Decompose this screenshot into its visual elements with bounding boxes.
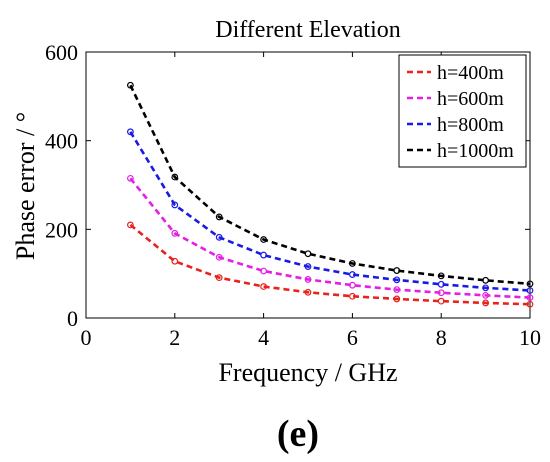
- y-axis-label: Phase error / °: [11, 112, 40, 260]
- data-point-h-1000m: [482, 276, 490, 284]
- plot-area: [85, 51, 531, 319]
- series-lines: [126, 81, 534, 308]
- series-line-h-1000m: [129, 84, 531, 286]
- data-point-h-600m: [437, 289, 445, 297]
- data-point-h-400m: [526, 300, 534, 308]
- data-point-h-1000m: [215, 213, 223, 221]
- data-point-h-1000m: [393, 267, 401, 274]
- data-point-h-800m: [437, 280, 445, 288]
- data-point-h-600m: [215, 253, 223, 261]
- chart-title: Different Elevation: [215, 17, 400, 43]
- legend-label: h=400m: [437, 62, 504, 84]
- legend-label: h=600m: [437, 88, 504, 110]
- plot-frame: [85, 51, 531, 319]
- x-tick-label: 4: [258, 325, 269, 350]
- data-point-h-600m: [260, 267, 268, 275]
- y-axis: 0 200 400 600: [45, 40, 530, 331]
- data-point-h-1000m: [126, 81, 134, 89]
- legend: h=400m h=600m h=800m h=1000m: [398, 54, 527, 168]
- data-point-h-800m: [349, 271, 356, 278]
- data-point-h-400m: [171, 257, 179, 265]
- data-point-h-400m: [304, 288, 312, 296]
- x-tick-label: 6: [347, 325, 358, 350]
- data-point-h-600m: [349, 281, 356, 289]
- data-point-h-400m: [482, 299, 490, 307]
- data-point-h-1000m: [171, 173, 179, 181]
- data-point-h-1000m: [526, 280, 534, 288]
- y-tick-label: 600: [45, 40, 78, 65]
- x-tick-label: 2: [169, 325, 180, 350]
- data-point-h-600m: [304, 276, 312, 283]
- data-point-h-800m: [260, 251, 268, 259]
- data-point-h-600m: [393, 286, 401, 294]
- y-tick-label: 400: [45, 129, 78, 154]
- data-point-h-1000m: [260, 236, 268, 243]
- legend-box: [398, 54, 527, 168]
- data-point-h-1000m: [304, 250, 312, 258]
- y-tick-label: 0: [67, 306, 78, 331]
- legend-label: h=800m: [437, 114, 504, 136]
- data-point-h-600m: [526, 294, 534, 302]
- x-tick-label: 10: [519, 325, 541, 350]
- series-line-h-800m: [129, 131, 531, 292]
- data-point-h-800m: [393, 276, 401, 284]
- data-point-h-400m: [215, 274, 223, 282]
- data-point-h-400m: [437, 297, 445, 305]
- data-point-h-1000m: [437, 272, 445, 280]
- data-point-h-400m: [126, 221, 134, 229]
- x-tick-label: 8: [436, 325, 447, 350]
- data-point-h-800m: [126, 128, 134, 136]
- x-tick-label: 0: [81, 325, 92, 350]
- data-point-h-600m: [171, 229, 179, 237]
- data-point-h-400m: [260, 283, 268, 290]
- y-tick-label: 200: [45, 217, 78, 242]
- series-line-h-400m: [129, 223, 531, 306]
- data-point-h-800m: [215, 233, 223, 241]
- figure-caption: (e): [277, 413, 319, 455]
- data-point-h-800m: [171, 201, 179, 209]
- data-point-h-800m: [482, 284, 490, 292]
- legend-label: h=1000m: [437, 140, 514, 162]
- data-point-h-600m: [126, 174, 134, 182]
- data-point-h-800m: [526, 287, 534, 294]
- data-point-h-400m: [349, 292, 356, 300]
- series-line-h-600m: [129, 177, 531, 299]
- data-point-h-800m: [304, 263, 312, 270]
- data-point-h-600m: [482, 291, 490, 299]
- data-point-h-1000m: [349, 260, 356, 267]
- x-axis-label: Frequency / GHz: [218, 358, 397, 387]
- data-point-h-400m: [393, 295, 401, 303]
